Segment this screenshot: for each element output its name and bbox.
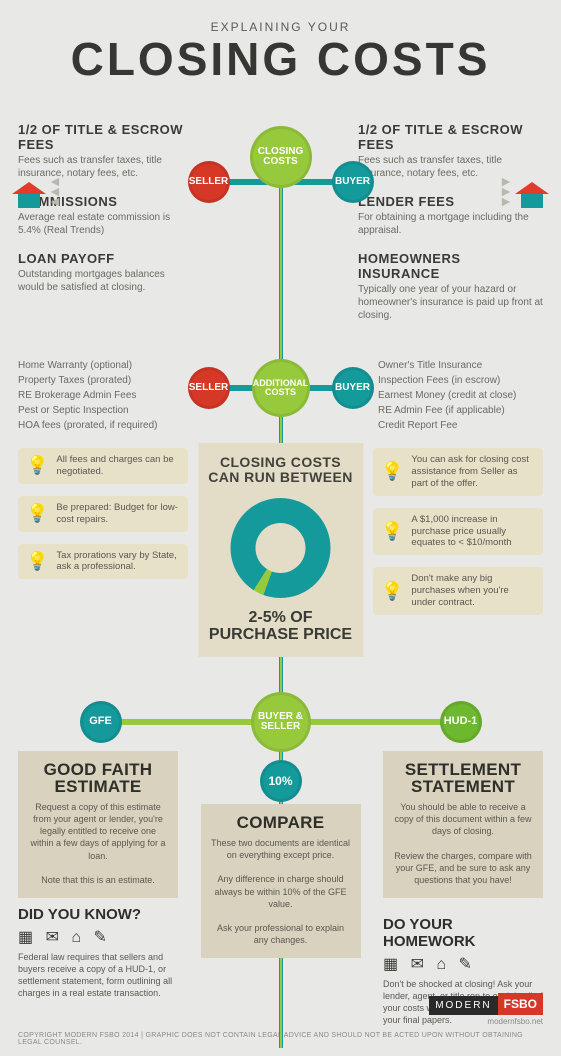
node-seller-1: SELLER bbox=[188, 161, 230, 203]
donut-caption: 2-5% OF PURCHASE PRICE bbox=[208, 610, 353, 644]
tip-right-1: 💡 A $1,000 increase in purchase price us… bbox=[373, 508, 543, 556]
house-icon-left bbox=[12, 182, 46, 216]
brand-right: FSBO bbox=[498, 993, 543, 1015]
section-additional-costs: ADDITIONAL COSTS SELLER BUYER Home Warra… bbox=[18, 358, 543, 688]
arrows-left: ◄◄◄ bbox=[48, 177, 62, 206]
node-buyer-2: BUYER bbox=[332, 367, 374, 409]
header-title: CLOSING COSTS bbox=[18, 36, 543, 82]
section-documents: BUYER & SELLER GFE HUD-1 10% GOOD FAITH … bbox=[18, 696, 543, 1026]
bulb-icon: 💡 bbox=[381, 581, 403, 602]
bulb-icon: 💡 bbox=[381, 521, 403, 542]
tip-left-2: 💡 Tax prorations vary by State, ask a pr… bbox=[18, 544, 188, 580]
box-compare: COMPARE These two documents are identica… bbox=[201, 804, 361, 958]
header-subtitle: EXPLAINING YOUR bbox=[18, 20, 543, 34]
node-gfe: GFE bbox=[80, 701, 122, 743]
bulb-icon: 💡 bbox=[26, 455, 48, 476]
node-additional-costs: ADDITIONAL COSTS bbox=[252, 359, 310, 417]
tip-right-2: 💡 Don't make any big purchases when you'… bbox=[373, 567, 543, 615]
donut-panel: CLOSING COSTS CAN RUN BETWEEN 2-5% OF PU… bbox=[198, 443, 363, 657]
additional-left-list: Home Warranty (optional) Property Taxes … bbox=[18, 358, 183, 433]
bulb-icon: 💡 bbox=[26, 551, 48, 572]
sec1-right-2: HOMEOWNERS INSURANCE Typically one year … bbox=[358, 251, 543, 322]
brand-url: modernfsbo.net bbox=[429, 1017, 543, 1026]
section-closing-costs: CLOSING COSTS SELLER BUYER ◄◄◄ ►►► 1/2 O… bbox=[18, 122, 543, 352]
node-buyer-seller: BUYER & SELLER bbox=[251, 692, 311, 752]
arrows-right: ►►► bbox=[499, 177, 513, 206]
node-10pct: 10% bbox=[260, 760, 302, 802]
brand-left: MODERN bbox=[429, 996, 497, 1015]
donut-title: CLOSING COSTS CAN RUN BETWEEN bbox=[208, 455, 353, 486]
donut-chart bbox=[231, 498, 331, 598]
bulb-icon: 💡 bbox=[381, 461, 403, 482]
tip-right-0: 💡 You can ask for closing cost assistanc… bbox=[373, 448, 543, 496]
sec1-left-2: LOAN PAYOFF Outstanding mortgages balanc… bbox=[18, 251, 193, 294]
icons-row-right: ▦ ✉ ⌂ ✎ bbox=[383, 954, 543, 974]
sec1-right-0: 1/2 OF TITLE & ESCROW FEES Fees such as … bbox=[358, 122, 543, 180]
node-seller-2: SELLER bbox=[188, 367, 230, 409]
tip-left-1: 💡 Be prepared: Budget for low-cost repai… bbox=[18, 496, 188, 532]
icons-row-left: ▦ ✉ ⌂ ✎ bbox=[18, 927, 178, 947]
bulb-icon: 💡 bbox=[26, 503, 48, 524]
node-closing-costs: CLOSING COSTS bbox=[250, 126, 312, 188]
brand-block: MODERNFSBO modernfsbo.net bbox=[429, 993, 543, 1026]
tip-left-0: 💡 All fees and charges can be negotiated… bbox=[18, 448, 188, 484]
sec1-left-0: 1/2 OF TITLE & ESCROW FEES Fees such as … bbox=[18, 122, 193, 180]
box-settlement: SETTLEMENT STATEMENT You should be able … bbox=[383, 751, 543, 898]
did-you-know: DID YOU KNOW? ▦ ✉ ⌂ ✎ Federal law requir… bbox=[18, 906, 178, 1000]
additional-right-list: Owner's Title Insurance Inspection Fees … bbox=[378, 358, 543, 433]
house-icon-right bbox=[515, 182, 549, 216]
box-gfe: GOOD FAITH ESTIMATE Request a copy of th… bbox=[18, 751, 178, 898]
node-hud1: HUD-1 bbox=[440, 701, 482, 743]
node-buyer-1: BUYER bbox=[332, 161, 374, 203]
